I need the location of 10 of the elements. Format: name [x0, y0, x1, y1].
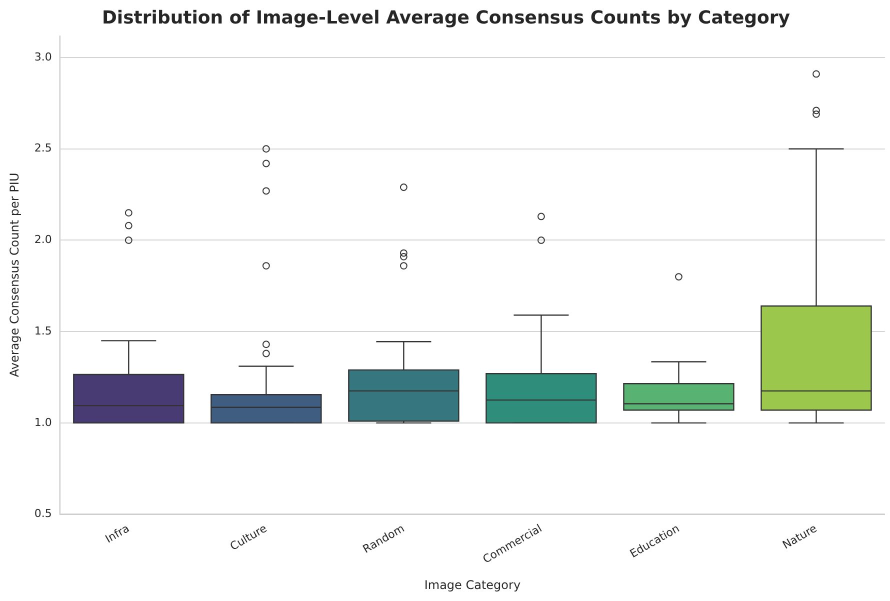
x-tick-label: Infra: [103, 522, 132, 546]
y-tick-label: 0.5: [34, 507, 52, 520]
y-tick-label: 2.5: [34, 142, 52, 155]
x-axis-title: Image Category: [424, 578, 521, 592]
y-tick-label: 1.0: [34, 416, 52, 429]
chart-title: Distribution of Image-Level Average Consensus Counts by Category: [102, 7, 790, 28]
y-tick-label: 1.5: [34, 324, 52, 338]
y-tick-label: 2.0: [34, 233, 52, 246]
y-tick-label: 3.0: [34, 50, 52, 64]
y-axis-title: Average Consensus Count per PIU: [7, 172, 22, 378]
